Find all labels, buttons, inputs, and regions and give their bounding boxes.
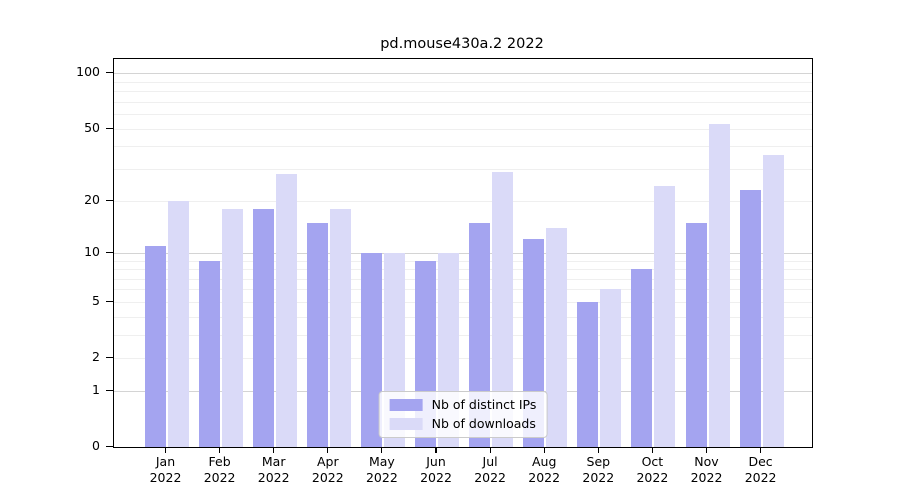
x-tick-label-jul: Jul 2022: [474, 454, 506, 485]
gridline-minor-20: [114, 200, 812, 202]
bar-distinct-ips-nov: [685, 222, 707, 447]
gridline-minor-70: [114, 101, 812, 103]
y-tick-label-50: 50: [84, 119, 100, 135]
y-tick-label-5: 5: [92, 292, 100, 308]
x-tick-mark-apr: [327, 447, 329, 453]
bar-downloads-jan: [167, 200, 189, 447]
legend-swatch-downloads: [389, 418, 423, 430]
x-tick-mark-jan: [164, 447, 167, 453]
gridline-minor-40: [114, 146, 812, 148]
bar-distinct-ips-may: [360, 252, 382, 447]
bar-downloads-aug: [546, 227, 568, 447]
x-tick-label-apr: Apr 2022: [311, 454, 344, 485]
legend-swatch-distinct-ips: [389, 399, 423, 411]
bar-distinct-ips-dec: [739, 189, 761, 447]
legend: Nb of distinct IPs Nb of downloads: [378, 391, 548, 438]
y-tick-label-0: 0: [92, 438, 100, 453]
bar-downloads-jul: [492, 171, 514, 447]
gridline-minor-2: [114, 358, 812, 359]
y-tick-mark-2: [106, 357, 113, 359]
gridline-minor-30: [114, 168, 812, 170]
x-tick-mark-may: [381, 447, 383, 453]
y-tick-mark-5: [106, 300, 113, 303]
x-tick-label-jun: Jun 2022: [420, 454, 452, 485]
x-tick-mark-dec: [760, 447, 762, 453]
gridline-minor-8: [114, 269, 812, 271]
bar-distinct-ips-mar: [252, 208, 274, 447]
x-tick-label-oct: Oct 2022: [636, 454, 669, 485]
gridline-minor-50: [114, 128, 812, 130]
gridline-minor-6: [114, 289, 812, 291]
bar-downloads-oct: [654, 186, 676, 447]
gridline-minor-3: [114, 334, 812, 336]
legend-entry-downloads: Nb of downloads: [389, 416, 537, 431]
bar-distinct-ips-jan: [144, 245, 166, 447]
x-tick-mark-nov: [705, 447, 708, 453]
bar-downloads-feb: [221, 208, 243, 447]
y-tick-label-20: 20: [84, 191, 100, 207]
x-tick-label-dec: Dec 2022: [744, 454, 777, 485]
x-tick-mark-oct: [651, 447, 653, 453]
y-tick-label-1: 1: [92, 381, 100, 397]
plot-area: Nb of distinct IPs Nb of downloads: [113, 58, 813, 448]
legend-label-distinct-ips: Nb of distinct IPs: [431, 397, 537, 412]
gridline-minor-7: [114, 278, 812, 280]
bar-distinct-ips-oct: [631, 269, 653, 447]
x-tick-mark-jul: [489, 447, 491, 453]
bar-distinct-ips-jul: [469, 222, 491, 447]
bar-downloads-mar: [275, 174, 297, 447]
x-tick-label-aug: Aug 2022: [528, 454, 561, 485]
x-tick-mark-feb: [219, 447, 221, 453]
gridline-major-10: [114, 252, 812, 254]
gridline-minor-90: [114, 81, 812, 83]
bar-distinct-ips-feb: [198, 260, 220, 447]
bar-downloads-nov: [708, 124, 730, 447]
y-tick-label-10: 10: [84, 243, 100, 259]
x-tick-label-nov: Nov 2022: [690, 454, 723, 485]
x-tick-mark-jun: [435, 447, 437, 453]
gridline-minor-80: [114, 91, 812, 93]
chart-title: pd.mouse430a.2 2022: [380, 36, 544, 52]
gridline-minor-5: [114, 301, 812, 303]
gridline-minor-9: [114, 260, 812, 262]
x-tick-mark-mar: [273, 447, 275, 453]
x-tick-mark-sep: [597, 447, 599, 453]
x-tick-label-jan: Jan 2022: [149, 454, 182, 485]
y-tick-mark-100: [106, 72, 113, 74]
gridline-minor-4: [114, 316, 812, 318]
y-tick-mark-0: [106, 446, 113, 448]
x-tick-mark-aug: [543, 447, 545, 453]
x-tick-label-mar: Mar 2022: [257, 454, 290, 485]
bar-distinct-ips-sep: [577, 301, 599, 447]
y-tick-label-2: 2: [92, 349, 100, 364]
y-tick-mark-50: [106, 127, 113, 129]
x-tick-label-sep: Sep 2022: [582, 454, 615, 485]
bar-distinct-ips-apr: [306, 222, 328, 447]
legend-entry-distinct-ips: Nb of distinct IPs: [389, 397, 537, 412]
y-tick-label-100: 100: [76, 64, 100, 80]
y-tick-mark-10: [106, 251, 113, 253]
x-tick-label-may: May 2022: [365, 454, 398, 485]
bar-downloads-sep: [600, 289, 622, 447]
x-tick-label-feb: Feb 2022: [203, 454, 236, 485]
bar-downloads-dec: [762, 154, 784, 447]
bar-downloads-apr: [329, 208, 351, 447]
gridline-minor-60: [114, 114, 812, 116]
legend-label-downloads: Nb of downloads: [431, 416, 536, 431]
y-tick-mark-20: [106, 199, 113, 201]
gridline-major-100: [114, 73, 812, 75]
y-tick-mark-1: [106, 389, 113, 392]
